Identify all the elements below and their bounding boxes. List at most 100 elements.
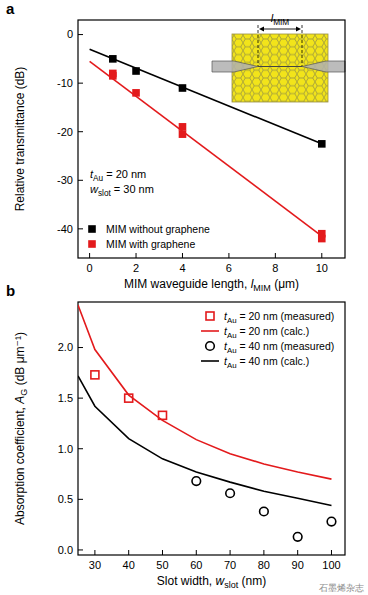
- y-tick-label: 0.5: [58, 493, 73, 505]
- x-tick-label: 90: [292, 559, 304, 571]
- data-point: [109, 70, 117, 78]
- dashed-guide: [258, 25, 259, 66]
- x-tick: [136, 253, 137, 258]
- series-line: [78, 376, 331, 506]
- data-point: [132, 67, 140, 75]
- y-tick-label: 0.0: [58, 544, 73, 556]
- y-tick: [78, 448, 83, 449]
- panel-label: b: [6, 282, 15, 299]
- legend-swatch: [88, 225, 96, 233]
- x-tick: [182, 253, 183, 258]
- data-area: [78, 305, 336, 541]
- x-tick-label: 10: [316, 262, 328, 274]
- data-point: [318, 140, 326, 148]
- data-point: [91, 371, 99, 379]
- plot-frame: [78, 20, 345, 258]
- x-tick: [297, 550, 298, 555]
- legend-label: MIM with graphene: [106, 238, 195, 250]
- text-part: = 40 nm (calc.): [237, 355, 310, 367]
- data-point: [125, 394, 133, 402]
- annotation: wslot = 30 nm: [90, 183, 154, 198]
- x-tick: [275, 253, 276, 258]
- y-tick: [78, 83, 83, 84]
- text-part: = 20 nm (measured): [237, 310, 335, 322]
- x-tick: [228, 253, 229, 258]
- legend-swatch: [206, 312, 214, 320]
- y-tick: [78, 131, 83, 132]
- text-part: A: [13, 396, 27, 405]
- y-tick-label: -40: [57, 223, 73, 235]
- series-line: [90, 49, 322, 144]
- legend-label: MIM without graphene: [106, 223, 210, 235]
- x-tick: [321, 253, 322, 258]
- y-tick: [78, 549, 83, 550]
- annotation: tAu = 20 nm: [90, 168, 146, 183]
- x-tick-label: 80: [258, 559, 270, 571]
- y-tick-label: 1.5: [58, 392, 73, 404]
- x-tick-label: 50: [156, 559, 168, 571]
- x-tick: [263, 550, 264, 555]
- y-tick-label: -20: [57, 126, 73, 138]
- y-tick-label: -30: [57, 174, 73, 186]
- x-tick-label: 60: [190, 559, 202, 571]
- y-tick-label: 1.0: [58, 443, 73, 455]
- text-part: = 20 nm: [103, 168, 146, 180]
- y-tick-label: -10: [57, 77, 73, 89]
- waveguide-right: [302, 61, 345, 72]
- slot: [258, 66, 302, 67]
- watermark: 石墨烯杂志: [319, 583, 364, 593]
- text-part: Au: [227, 331, 237, 340]
- x-tick: [89, 253, 90, 258]
- text-part: MIM waveguide length,: [124, 277, 251, 291]
- data-point: [192, 477, 201, 486]
- legend-swatch: [206, 342, 215, 351]
- text-part: (μm): [271, 277, 299, 291]
- x-tick-label: 4: [179, 262, 185, 274]
- y-tick: [78, 180, 83, 181]
- panel: b304050607080901000.00.51.01.52.0Slot wi…: [6, 282, 364, 593]
- legend-swatch: [88, 240, 96, 248]
- y-tick: [78, 499, 83, 500]
- series-line: [90, 61, 322, 236]
- data-point: [260, 507, 269, 516]
- text-part: = 30 nm: [111, 183, 154, 195]
- text-part: G: [19, 389, 29, 396]
- text-part: Au: [227, 316, 237, 325]
- legend-label: tAu = 20 nm (calc.): [224, 325, 309, 340]
- arrowhead: [296, 27, 301, 32]
- x-tick-label: 2: [133, 262, 139, 274]
- text-part: (nm): [238, 574, 266, 588]
- legend: MIM without graphene MIM with graphene: [88, 223, 210, 250]
- data-point: [226, 489, 235, 498]
- x-tick: [94, 550, 95, 555]
- y-tick: [78, 34, 83, 35]
- waveguide-left: [212, 61, 258, 72]
- figure: alMIM02468100-10-20-30-40MIM waveguide l…: [0, 0, 368, 595]
- x-tick-label: 100: [322, 559, 340, 571]
- text-part: Au: [227, 361, 237, 370]
- dashed-guide: [302, 25, 303, 66]
- x-tick-label: 0: [87, 262, 93, 274]
- data-point: [318, 235, 326, 243]
- text-part: slot: [98, 189, 112, 198]
- x-tick: [196, 550, 197, 555]
- x-tick: [230, 550, 231, 555]
- x-axis-label: MIM waveguide length, lMIM (μm): [124, 277, 299, 293]
- text-part: Slot width,: [157, 574, 216, 588]
- y-axis-label: Relative transmittance (dB): [13, 67, 27, 212]
- arrowhead: [259, 27, 264, 32]
- legend: tAu = 20 nm (measured)tAu = 20 nm (calc.…: [201, 310, 334, 370]
- plot-frame: [78, 302, 345, 555]
- arrow: [261, 29, 299, 30]
- data-point: [158, 411, 166, 419]
- legend-label: tAu = 40 nm (measured): [224, 340, 334, 355]
- data-point: [109, 55, 117, 63]
- x-tick-label: 8: [272, 262, 278, 274]
- text-part: slot: [224, 580, 239, 590]
- data-point: [179, 130, 187, 138]
- x-tick-label: 30: [89, 559, 101, 571]
- inset: lMIM: [212, 12, 345, 102]
- panel-label: a: [6, 0, 15, 17]
- data-point: [293, 532, 302, 541]
- legend-swatch: [201, 360, 219, 362]
